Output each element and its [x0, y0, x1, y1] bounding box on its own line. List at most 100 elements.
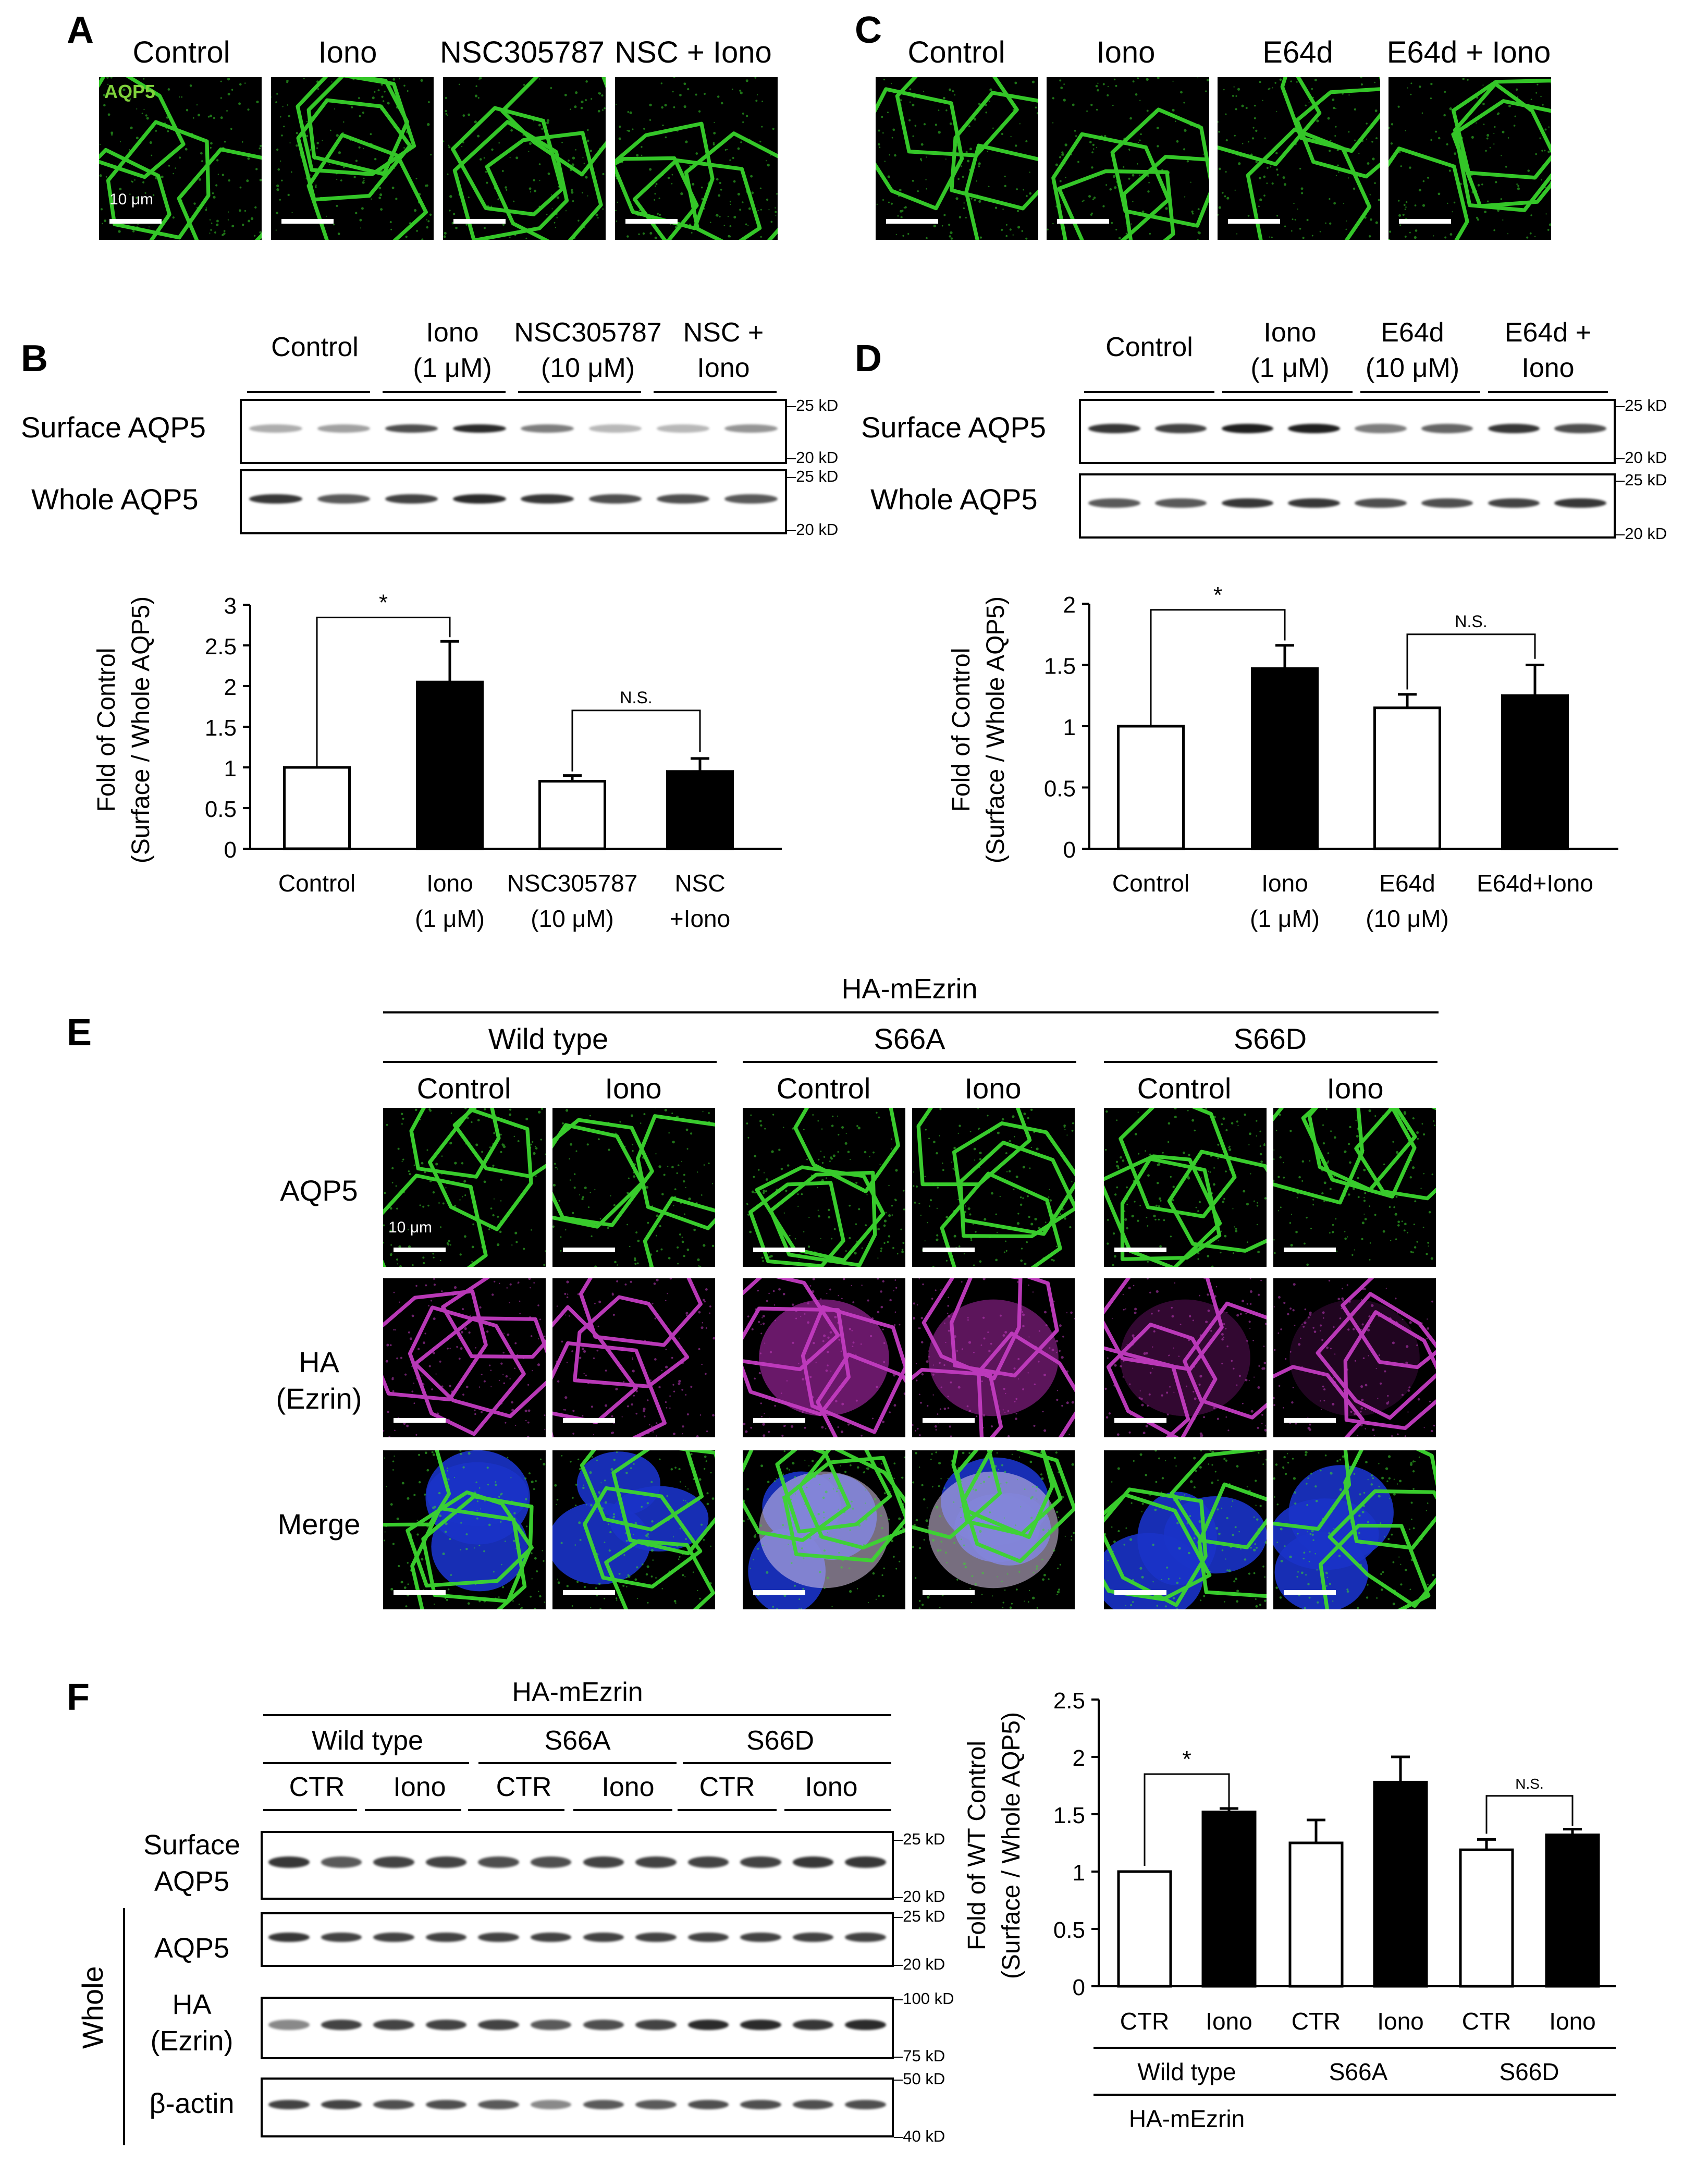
scale-bar — [394, 1248, 446, 1252]
blot-band — [385, 494, 438, 504]
scale-bar-label: 10 μm — [109, 191, 153, 208]
x-tick-label: CTR — [1292, 2008, 1341, 2035]
blot-band — [687, 2100, 729, 2110]
row-label: HA — [299, 1346, 339, 1378]
blot-band — [1088, 423, 1140, 433]
blot-surface-aqp5 — [1079, 399, 1616, 464]
bar — [1251, 667, 1319, 850]
scale-bar — [923, 1248, 975, 1252]
blot-band — [453, 424, 506, 433]
lane-label: (1 μM) — [413, 353, 492, 383]
blot-band — [530, 2100, 572, 2110]
micrograph-c-e64d — [1218, 77, 1380, 240]
blot-band — [1554, 498, 1606, 508]
blot-surface-aqp5 — [240, 399, 787, 464]
blot-band — [656, 424, 710, 433]
scale-bar — [1114, 1248, 1166, 1252]
blot-band — [687, 1856, 729, 1868]
column-label: NSC305787 — [440, 35, 605, 69]
bar — [1117, 1870, 1172, 1988]
blot-band — [687, 2020, 729, 2031]
lane-bracket — [247, 391, 370, 393]
significance-star: * — [1182, 1746, 1191, 1772]
panel-label-c: C — [855, 9, 882, 51]
x-tick-label: Iono — [1549, 2008, 1596, 2035]
blot-band — [687, 1932, 729, 1942]
blot-band — [373, 1932, 414, 1942]
significance-bracket — [316, 616, 451, 766]
blot-band — [635, 2100, 677, 2110]
blot-band — [1221, 498, 1274, 508]
micrograph-e-r2-c3 — [743, 1278, 905, 1437]
mw-marker: –25 kD — [787, 396, 839, 414]
blot-band — [317, 494, 371, 504]
group-header: HA-mEzrin — [512, 1677, 643, 1707]
lane-bracket — [518, 391, 641, 393]
lane-label: Iono — [697, 353, 750, 383]
row-label: Merge — [277, 1508, 361, 1541]
micrograph-e-r1-c3 — [743, 1108, 905, 1267]
column-label: Iono — [318, 35, 377, 69]
mw-marker: –20 kD — [1616, 524, 1667, 543]
blot-beta-actin — [261, 2078, 894, 2137]
blot-band — [1421, 498, 1473, 508]
group-label: Wild type — [1137, 2058, 1236, 2085]
y-tick-label: 2 — [224, 675, 237, 700]
x-tick-label: Iono — [1377, 2008, 1424, 2035]
column-label: Iono — [1096, 35, 1156, 69]
blot-band — [317, 424, 371, 433]
micrograph-e-r2-c2 — [552, 1278, 715, 1437]
blot-band — [740, 2100, 781, 2110]
y-tick-label: 1.5 — [1053, 1803, 1085, 1828]
blot-band — [724, 494, 778, 504]
group-label: Wild type — [488, 1022, 609, 1055]
bar — [1201, 1811, 1257, 1988]
mw-marker: –20 kD — [894, 1887, 945, 1905]
group-bracket — [263, 1762, 469, 1764]
blot-band — [249, 494, 302, 504]
lane-label: Iono — [601, 1772, 655, 1802]
micrograph-e-r1-c1 — [383, 1108, 546, 1267]
blot-band — [740, 1932, 781, 1942]
panel-label-d: D — [855, 338, 882, 380]
x-tick-label: Control — [1112, 870, 1189, 897]
x-tick-label: (10 μM) — [531, 905, 613, 932]
lane-bracket — [383, 391, 506, 393]
y-tick-label: 1 — [224, 756, 237, 781]
stain-label: AQP5 — [104, 81, 156, 102]
column-label: NSC + Iono — [615, 35, 772, 69]
lane-bracket — [468, 1809, 564, 1811]
mw-marker: –100 kD — [894, 1989, 954, 2008]
group-label: Wild type — [312, 1726, 423, 1756]
condition-label: Control — [416, 1072, 511, 1105]
blot-band — [1221, 423, 1274, 433]
blot-band — [453, 494, 506, 504]
row-label: (Ezrin) — [276, 1382, 362, 1415]
bar — [1545, 1834, 1600, 1988]
blot-band — [521, 494, 574, 504]
scale-bar — [394, 1418, 446, 1423]
bar — [283, 766, 351, 850]
scale-bar — [109, 219, 162, 224]
blot-band — [845, 2100, 886, 2110]
bar-chart-b: 0 0.5 1 1.5 2 2.5 3 Fold of Control (Surface / W… — [93, 590, 782, 932]
micrograph-e-r3-c5 — [1104, 1450, 1267, 1609]
x-tick-label: Control — [278, 870, 355, 897]
bar — [1501, 694, 1569, 850]
bar — [538, 780, 606, 850]
scale-bar — [1114, 1590, 1166, 1595]
micrograph-e-r3-c2 — [552, 1450, 715, 1609]
lane-bracket — [1222, 391, 1353, 393]
blot-band — [249, 424, 302, 433]
blot-band — [656, 494, 710, 504]
scale-bar — [453, 219, 506, 224]
micrograph-a-nsc — [443, 77, 606, 240]
blot-row-label: Whole AQP5 — [31, 483, 199, 516]
x-tick-label: (10 μM) — [1366, 905, 1448, 932]
blot-band — [478, 2020, 519, 2031]
y-axis-label: Fold of Control — [948, 648, 975, 812]
column-label: Control — [132, 35, 230, 69]
significance-star: * — [1213, 582, 1222, 608]
significance-bracket — [1150, 609, 1286, 726]
panel-label-f: F — [67, 1677, 90, 1718]
